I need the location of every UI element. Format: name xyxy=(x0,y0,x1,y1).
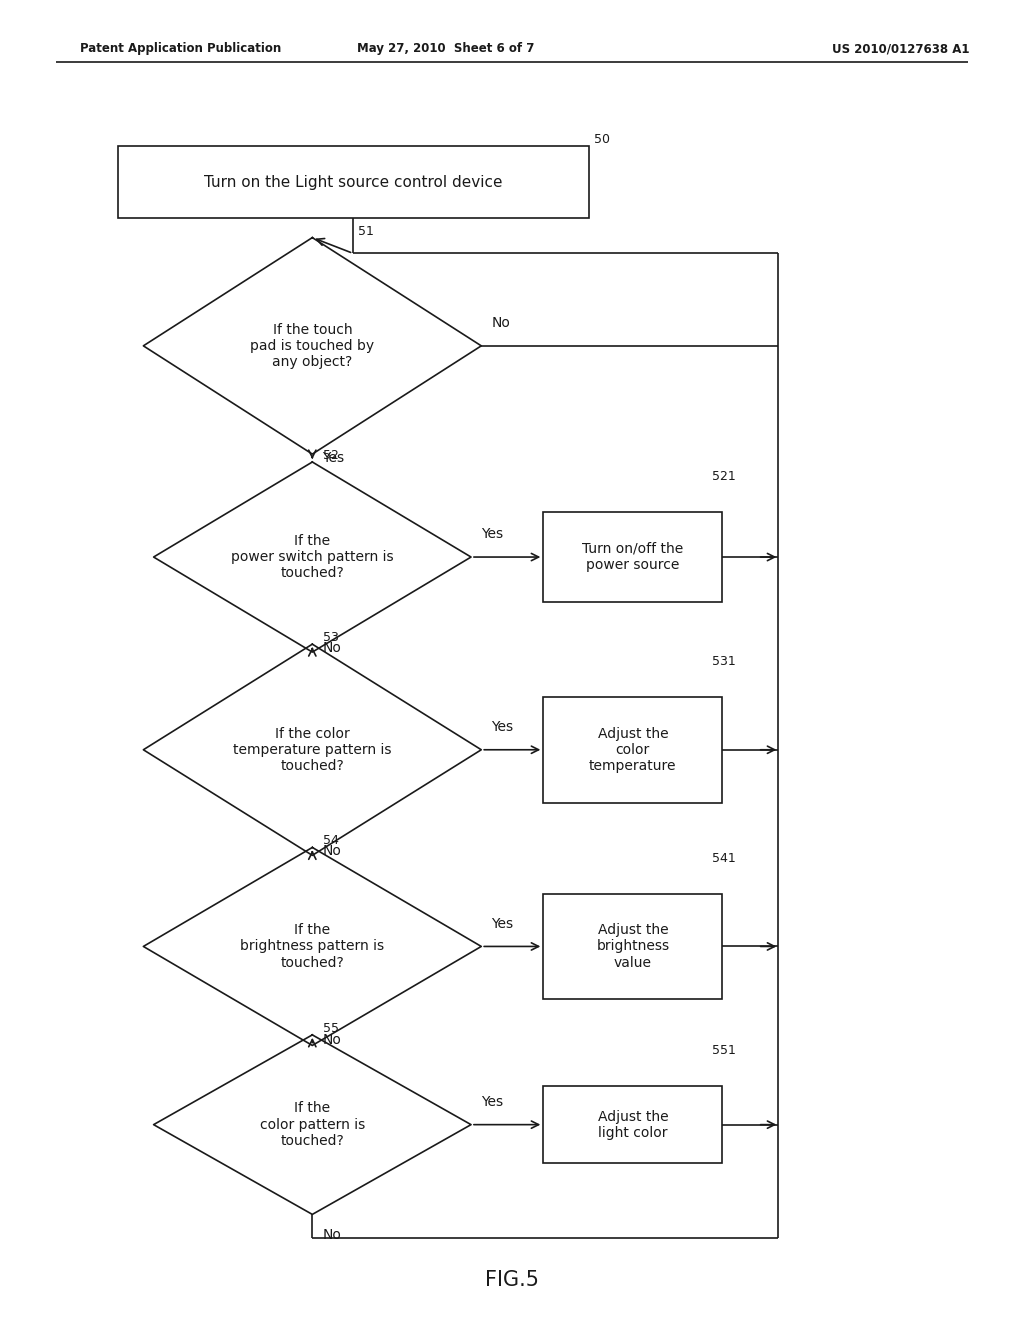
Text: Adjust the
brightness
value: Adjust the brightness value xyxy=(596,923,670,970)
FancyBboxPatch shape xyxy=(543,512,723,602)
Text: Turn on/off the
power source: Turn on/off the power source xyxy=(583,543,683,572)
Text: May 27, 2010  Sheet 6 of 7: May 27, 2010 Sheet 6 of 7 xyxy=(356,42,535,55)
Text: US 2010/0127638 A1: US 2010/0127638 A1 xyxy=(833,42,970,55)
Text: If the touch
pad is touched by
any object?: If the touch pad is touched by any objec… xyxy=(250,322,375,370)
Text: No: No xyxy=(323,642,341,655)
Text: If the color
temperature pattern is
touched?: If the color temperature pattern is touc… xyxy=(233,726,391,774)
Text: If the
color pattern is
touched?: If the color pattern is touched? xyxy=(260,1101,365,1148)
Text: 55: 55 xyxy=(323,1022,339,1035)
Text: 531: 531 xyxy=(713,655,736,668)
Text: If the
brightness pattern is
touched?: If the brightness pattern is touched? xyxy=(241,923,384,970)
Text: If the
power switch pattern is
touched?: If the power switch pattern is touched? xyxy=(231,533,393,581)
Text: 52: 52 xyxy=(323,449,339,462)
Text: Turn on the Light source control device: Turn on the Light source control device xyxy=(204,174,503,190)
FancyBboxPatch shape xyxy=(118,145,589,218)
Text: FIG.5: FIG.5 xyxy=(485,1270,539,1291)
Text: 551: 551 xyxy=(713,1044,736,1057)
Text: 54: 54 xyxy=(323,834,339,847)
Text: 521: 521 xyxy=(713,470,736,483)
Text: 53: 53 xyxy=(323,631,339,644)
Text: 50: 50 xyxy=(594,133,610,147)
Text: No: No xyxy=(492,315,510,330)
Text: 541: 541 xyxy=(713,851,736,865)
Text: No: No xyxy=(323,845,341,858)
Text: Patent Application Publication: Patent Application Publication xyxy=(80,42,282,55)
Text: No: No xyxy=(323,1228,341,1242)
Text: Yes: Yes xyxy=(492,719,514,734)
Text: Yes: Yes xyxy=(323,451,345,465)
FancyBboxPatch shape xyxy=(543,894,723,999)
Text: Yes: Yes xyxy=(481,1094,504,1109)
Text: Adjust the
color
temperature: Adjust the color temperature xyxy=(589,726,677,774)
Text: Yes: Yes xyxy=(492,916,514,931)
Text: 51: 51 xyxy=(358,224,375,238)
FancyBboxPatch shape xyxy=(543,697,723,803)
Text: No: No xyxy=(323,1034,341,1047)
FancyBboxPatch shape xyxy=(543,1086,723,1163)
Text: Adjust the
light color: Adjust the light color xyxy=(598,1110,668,1139)
Text: Yes: Yes xyxy=(481,527,504,541)
